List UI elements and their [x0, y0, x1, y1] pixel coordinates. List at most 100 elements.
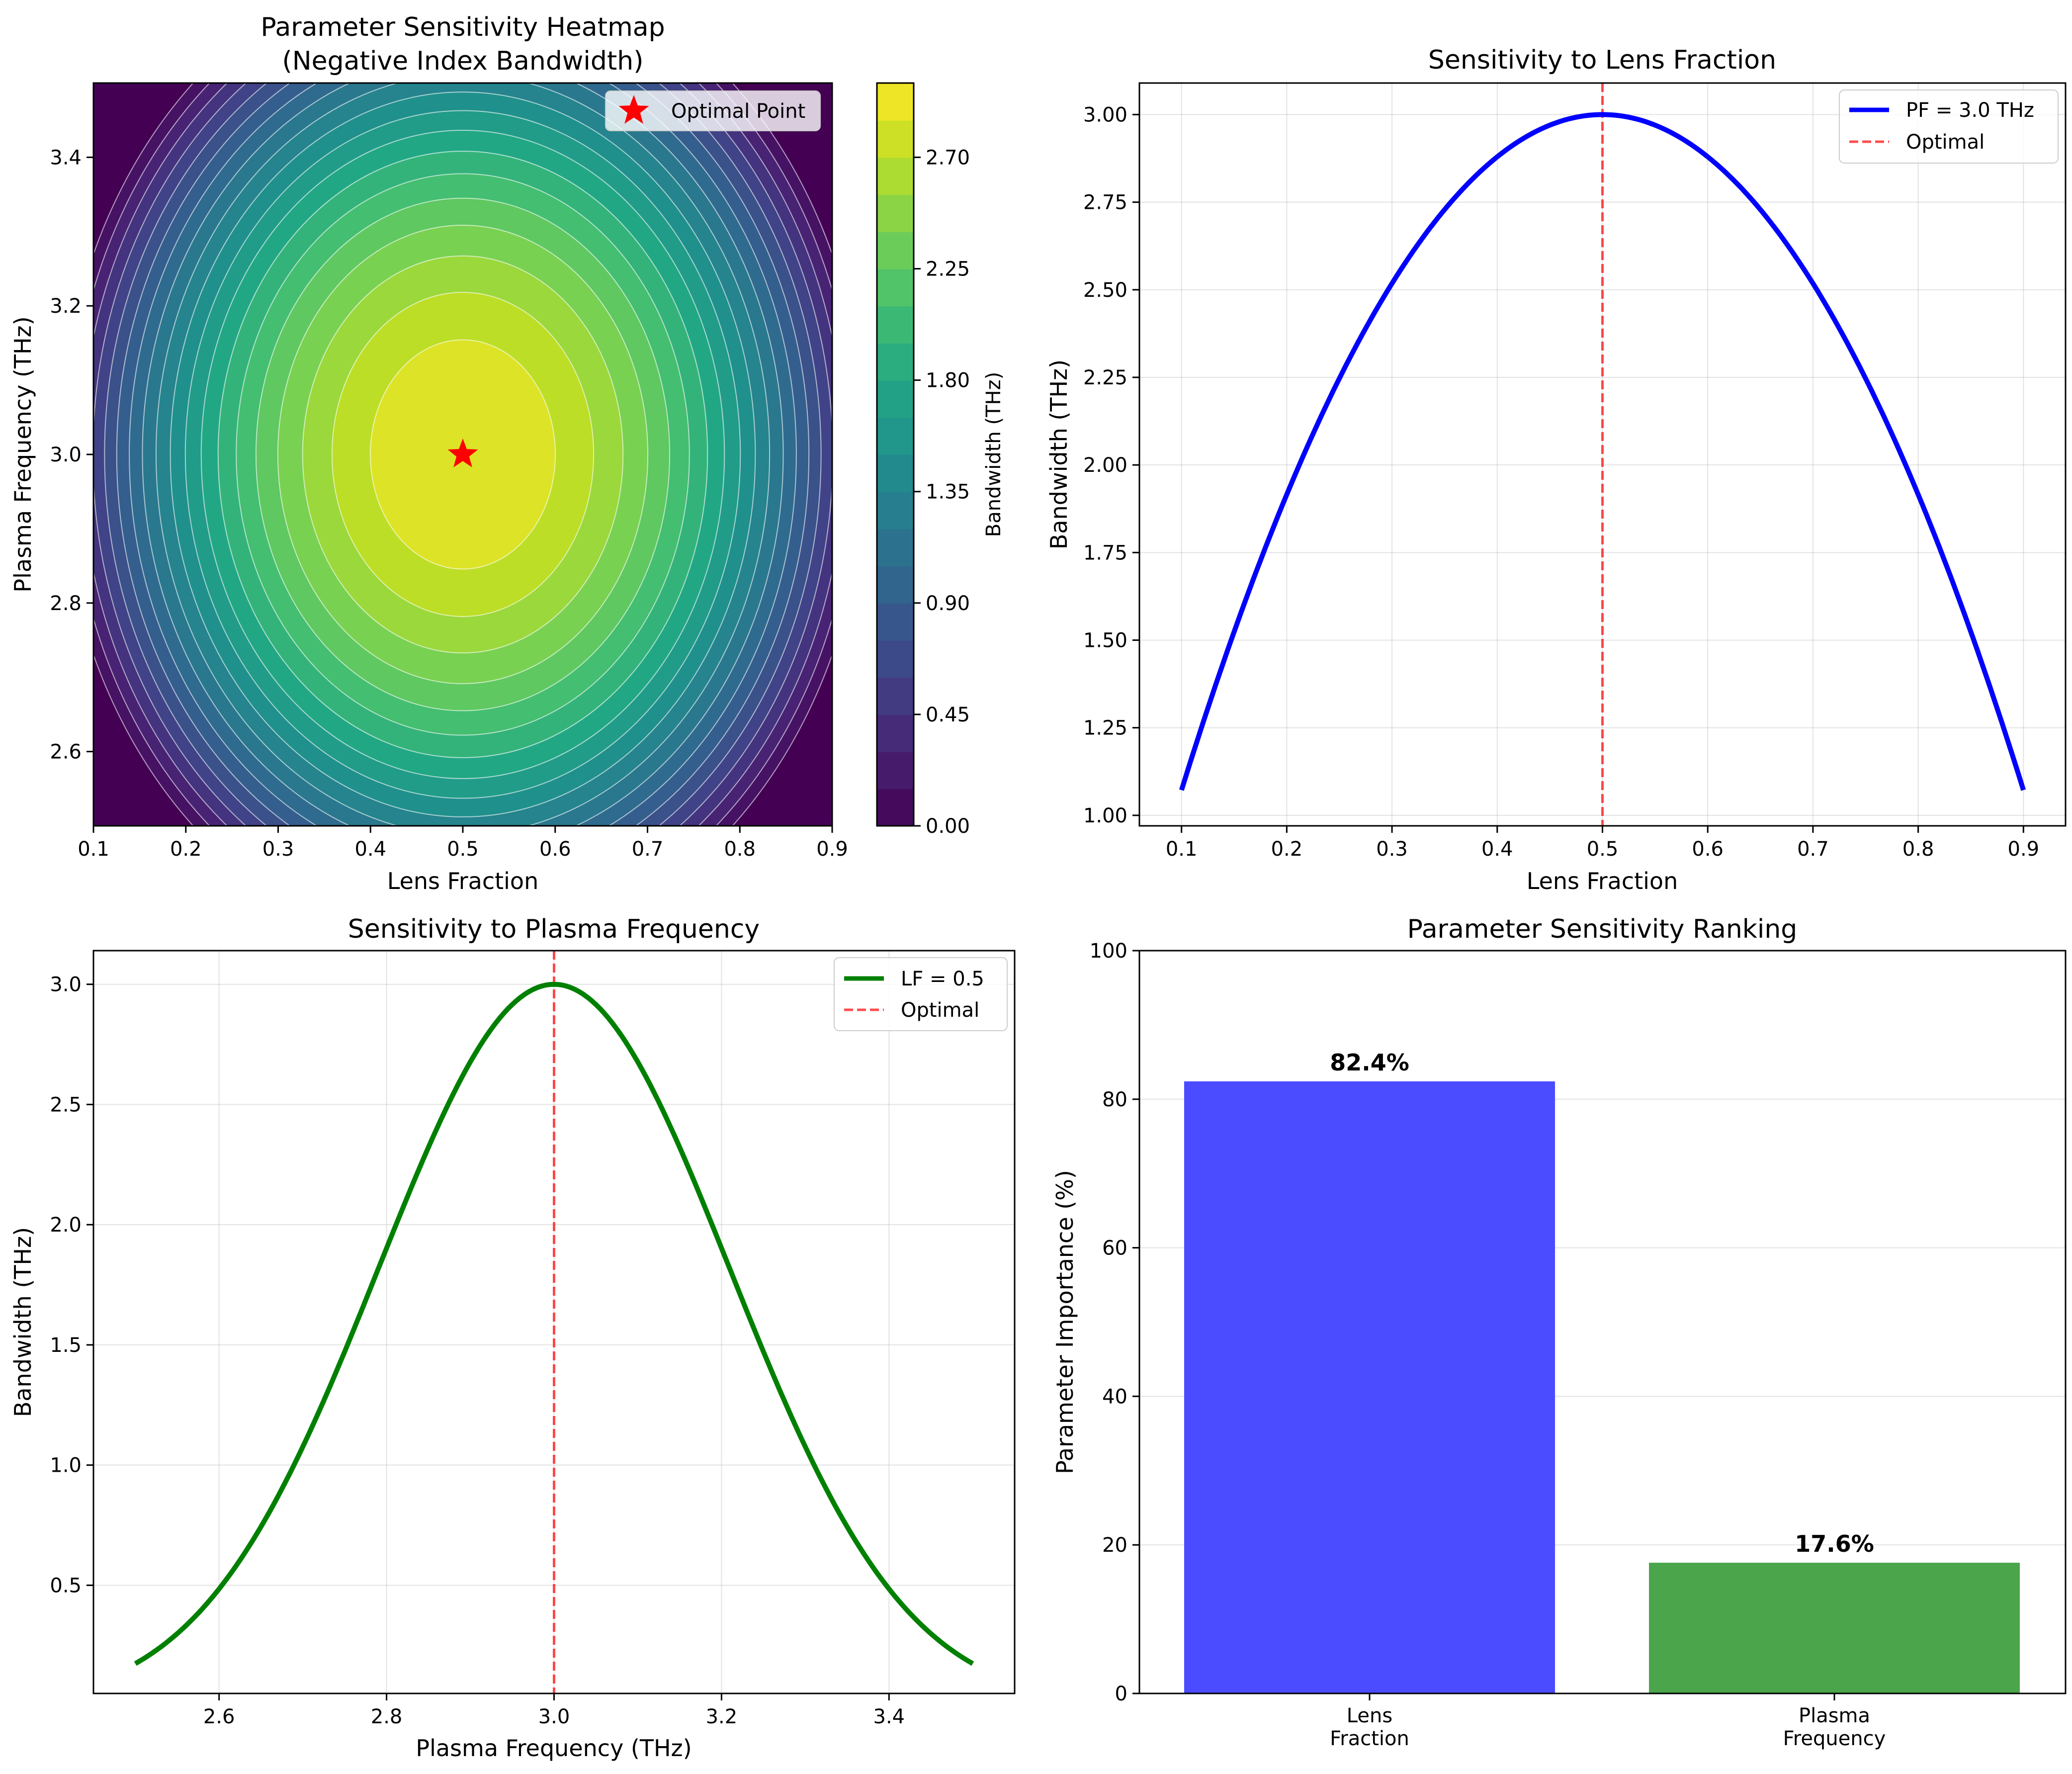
y-tick-label: 3.0: [50, 974, 82, 996]
heatmap-x-tick-label: 0.9: [816, 838, 848, 861]
x-tick-label: 0.8: [1902, 838, 1934, 861]
x-tick-label: 2.6: [203, 1705, 235, 1728]
series-line: [1179, 112, 2026, 791]
heatmap-contour-19: [369, 339, 556, 570]
plasma-series-line: [134, 981, 974, 1666]
x-tick-label: Lens: [1347, 1704, 1392, 1727]
heatmap-y-label: Plasma Frequency (THz): [9, 316, 36, 592]
colorbar-band-3: [877, 677, 914, 715]
x-tick-label: 0.7: [1797, 838, 1829, 861]
ranking-bars: 82.4% 17.6%: [1184, 1049, 2020, 1693]
colorbar-band-6: [877, 566, 914, 604]
bar-value-label-1: 17.6%: [1795, 1530, 1874, 1557]
plasma-legend: LF = 0.5 Optimal: [834, 957, 1008, 1031]
heatmap-contour-10: [170, 91, 756, 817]
plasma-frequency-panel: Sensitivity to Plasma Frequency 2.6 2.8 3.…: [9, 914, 1016, 1762]
heatmap-x-ticks: 0.1 0.2 0.3 0.4 0.5 0.6 0.7 0.8 0.9: [78, 826, 848, 861]
x-tick-label: Fraction: [1330, 1727, 1409, 1750]
colorbar-band-7: [877, 529, 914, 567]
y-tick-label: 2.5: [50, 1093, 82, 1116]
plasma-title: Sensitivity to Plasma Frequency: [348, 914, 760, 944]
heatmap-contour-16: [277, 224, 649, 685]
heatmap-x-tick-label: 0.3: [262, 838, 294, 861]
heatmap-contour-5: [104, 83, 822, 826]
colorbar-band-18: [877, 120, 914, 158]
heatmap-contour-14: [236, 173, 690, 736]
x-tick-label: 0.1: [1166, 838, 1198, 861]
x-tick-label: 3.2: [706, 1705, 738, 1728]
y-tick-label: 2.00: [1083, 454, 1127, 477]
heatmap-contour-lines: [93, 83, 832, 826]
heatmap-y-ticks: 2.6 2.8 3.0 3.2 3.4: [50, 146, 93, 764]
heatmap-y-tick-label: 2.8: [50, 592, 82, 615]
optimal-point-marker: [447, 439, 478, 467]
colorbar-tick-label: 0.00: [926, 815, 970, 838]
ranking-title: Parameter Sensitivity Ranking: [1407, 914, 1798, 944]
colorbar-band-4: [877, 640, 914, 678]
colorbar-frame: [876, 82, 915, 827]
y-tick-label: 3.00: [1083, 103, 1127, 126]
y-tick-label: 0: [1115, 1683, 1127, 1705]
heatmap-contour-11: [184, 110, 741, 799]
series-line: [134, 981, 974, 1666]
colorbar-band-5: [877, 603, 914, 641]
plasma-y-ticks: 0.5 1.0 1.5 2.0 2.5 3.0: [50, 974, 93, 1597]
x-tick-label: 2.8: [371, 1705, 403, 1728]
ranking-y-ticks: 0 20 40 60 80 100: [1090, 940, 1139, 1705]
heatmap-contour-13: [217, 151, 708, 758]
colorbar-band-12: [877, 343, 914, 381]
colorbar-band-0: [877, 789, 914, 826]
y-tick-label: 1.75: [1083, 541, 1127, 564]
x-tick-label: 0.9: [2008, 838, 2040, 861]
heatmap-contour-8: [142, 83, 784, 826]
x-tick-label: 0.5: [1587, 838, 1619, 861]
colorbar-band-16: [877, 194, 914, 232]
x-tick-label: 0.4: [1481, 838, 1513, 861]
optimal-point-star: [447, 439, 478, 467]
y-tick-label: 2.25: [1083, 366, 1127, 389]
x-tick-label: 3.4: [873, 1705, 905, 1728]
colorbar-tick-label: 0.90: [926, 592, 970, 615]
heatmap-title: Parameter Sensitivity Heatmap: [260, 12, 665, 42]
colorbar-tick-label: 1.80: [926, 369, 970, 392]
lens-fraction-panel: Sensitivity to Lens Fraction 0.1 0.2 0.3 0.…: [1045, 45, 2067, 894]
colorbar-band-13: [877, 306, 914, 344]
heatmap-contour-9: [156, 83, 770, 826]
y-tick-label: 20: [1102, 1534, 1127, 1557]
plasma-legend-box: [834, 957, 1008, 1031]
bar-value-label-0: 82.4%: [1330, 1049, 1409, 1076]
heatmap-x-tick-label: 0.6: [539, 838, 571, 861]
heatmap-contour-12: [200, 130, 725, 779]
colorbar-band-10: [877, 417, 914, 455]
legend-star: [618, 95, 649, 124]
bar-1: [1649, 1563, 2020, 1693]
y-tick-label: 2.50: [1083, 279, 1127, 302]
colorbar-label: Bandwidth (THz): [982, 372, 1005, 537]
y-tick-label: 1.00: [1083, 804, 1127, 827]
heatmap-title-line2: (Negative Index Bandwidth): [282, 46, 644, 76]
x-tick-label: 0.6: [1692, 838, 1724, 861]
lens-legend-series: PF = 3.0 THz: [1906, 99, 2034, 122]
y-tick-label: 2.0: [50, 1214, 82, 1237]
lens-x-ticks: 0.1 0.2 0.3 0.4 0.5 0.6 0.7 0.8 0.9: [1166, 826, 2039, 861]
bar-0: [1184, 1081, 1555, 1693]
x-tick-label: Frequency: [1783, 1727, 1886, 1750]
heatmap-y-tick-label: 2.6: [50, 741, 82, 764]
colorbar: [877, 83, 914, 826]
heatmap-legend-box: [605, 90, 821, 131]
colorbar-tick-label: 2.70: [926, 146, 970, 169]
lens-legend-optimal: Optimal: [1906, 131, 1985, 154]
y-tick-label: 1.25: [1083, 717, 1127, 740]
heatmap-x-tick-label: 0.7: [632, 838, 664, 861]
heatmap-contour-7: [129, 83, 797, 826]
heatmap-contour-15: [255, 197, 671, 711]
lens-x-label: Lens Fraction: [1527, 868, 1678, 894]
heatmap-x-tick-label: 0.2: [170, 838, 202, 861]
heatmap-contour-18: [331, 292, 595, 617]
y-tick-label: 80: [1102, 1088, 1127, 1111]
heatmap-legend-label: Optimal Point: [671, 100, 805, 123]
heatmap-x-tick-label: 0.5: [447, 838, 479, 861]
colorbar-band-1: [877, 751, 914, 790]
